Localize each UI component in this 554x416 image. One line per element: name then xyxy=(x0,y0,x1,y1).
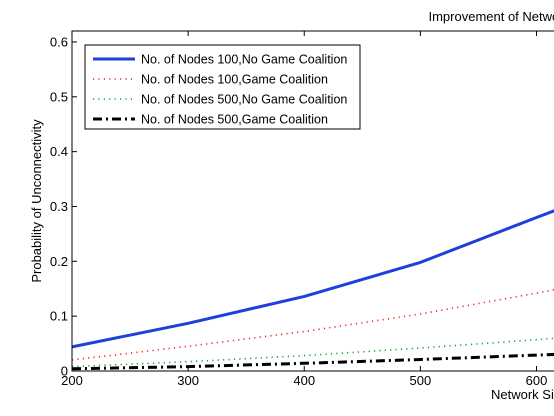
y-tick-label: 0.4 xyxy=(50,144,68,159)
legend-label-4: No. of Nodes 500,Game Coalition xyxy=(141,113,328,127)
x-tick-label: 200 xyxy=(61,373,83,388)
legend-label-2: No. of Nodes 100,Game Coalition xyxy=(141,73,328,87)
legend-box xyxy=(84,44,361,130)
legend-label-1: No. of Nodes 100,No Game Coalition xyxy=(141,53,347,67)
y-tick-label: 0 xyxy=(61,364,68,379)
series-line-1 xyxy=(71,209,554,349)
legend-label-3: No. of Nodes 500,No Game Coalition xyxy=(141,93,347,107)
x-tick-label: 500 xyxy=(410,373,432,388)
series-line-3 xyxy=(71,337,554,368)
x-tick-label: 600 xyxy=(526,373,548,388)
y-tick-label: 0.5 xyxy=(50,89,68,104)
x-tick-label: 300 xyxy=(177,373,199,388)
y-tick-label: 0.1 xyxy=(50,309,68,324)
chart-title: Improvement of Network Connectivity xyxy=(428,9,554,24)
x-axis-label: Network Size m xyxy=(491,387,554,402)
series-layer xyxy=(71,209,554,371)
y-tick-label: 0.3 xyxy=(50,199,68,214)
y-axis-label: Probability of Unconnectivity xyxy=(29,119,44,283)
y-tick-label: 0.6 xyxy=(50,34,68,49)
x-tick-label: 400 xyxy=(293,373,315,388)
y-tick-label: 0.2 xyxy=(50,254,68,269)
legend: No. of Nodes 100,No Game Coalition No. of… xyxy=(84,44,361,130)
series-line-4 xyxy=(71,352,554,371)
ticks-layer: 200300400500600700800900100000.10.20.30.… xyxy=(50,31,548,388)
